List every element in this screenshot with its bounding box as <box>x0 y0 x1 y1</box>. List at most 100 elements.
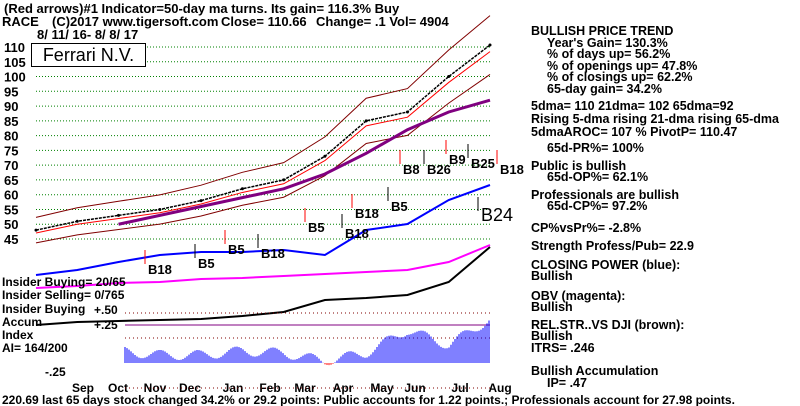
x-tick-label: May <box>370 381 394 395</box>
upper-band <box>35 15 491 218</box>
ip-value: IP= .47 <box>547 375 587 390</box>
y-tick-label: 50 <box>4 217 18 232</box>
signal-label: B18 <box>261 246 285 261</box>
dma-rising: Rising 5-dma rising 21-dma rising 65-dma <box>531 112 779 126</box>
cp-vs-pr: CP%vsPr%= -2.8% <box>531 220 642 235</box>
y-tick-label: 100 <box>4 70 26 85</box>
public-status: Public is bullish <box>531 158 627 173</box>
signal-label: B5 <box>228 242 245 257</box>
x-tick-label: Jul <box>451 381 468 395</box>
price-point <box>488 43 492 47</box>
price-point <box>447 75 451 79</box>
signal-label: B9 <box>449 152 466 167</box>
dma-values: 5dma= 110 21dma= 102 65dma=92 <box>531 99 734 113</box>
y-tick-label: 85 <box>4 114 18 129</box>
date-range: 8/ 11/ 16- 8/ 8/ 17 <box>37 27 139 42</box>
pr-65: 65d-PR%= 100% <box>547 141 644 155</box>
ma21-line <box>35 51 491 234</box>
signal-label: B18 <box>355 206 379 221</box>
signal-label: B24 <box>481 205 513 225</box>
company-name: Ferrari N.V. <box>31 43 146 67</box>
y-tick-label: 60 <box>4 188 18 203</box>
price-point <box>199 199 203 203</box>
y-tick-label: 95 <box>4 84 18 99</box>
trend-label: BULLISH PRICE TREND <box>531 24 674 38</box>
ticker: RACE <box>2 14 39 29</box>
y-tick-label: 110 <box>4 40 25 55</box>
accum-tick-50: +.50 <box>94 303 118 317</box>
x-tick-label: Aug <box>488 381 511 395</box>
signal-label: B18 <box>148 262 172 277</box>
signal-label: B5 <box>308 220 325 235</box>
price-point <box>158 207 162 211</box>
price-point <box>323 154 327 158</box>
signal-label: B18 <box>345 226 369 241</box>
y-tick-label: 45 <box>4 232 18 247</box>
strength: Strength Profess/Pub= 22.9 <box>531 239 694 253</box>
rel-str-title: REL.STR..VS DJI (brown): <box>531 317 685 332</box>
price-line <box>35 44 491 231</box>
accum-tick-minus25: -.25 <box>45 365 66 379</box>
x-tick-label: Oct <box>108 381 128 395</box>
index-label: Index <box>2 328 34 342</box>
aroc-pivot: 5dmaAROC= 107 % PivotP= 110.47 <box>531 125 738 139</box>
insider-selling: Insider Selling= 0/765 <box>2 288 125 302</box>
indicator-line: (Red arrows)#1 Indicator=50-day ma turns… <box>4 1 400 16</box>
price-point <box>75 219 79 223</box>
price-point <box>240 187 244 191</box>
openings-up: % of openings up= 47.8% <box>547 58 698 73</box>
signal-label: B18 <box>500 162 524 177</box>
stats-panel: BULLISH PRICE TREND Year's Gain= 130.3% … <box>531 24 779 390</box>
accum-label: Accum <box>2 315 43 329</box>
insider-buying: Insider Buying= 20/65 <box>2 275 126 289</box>
ma65-line <box>118 98 491 226</box>
x-tick-label: Nov <box>144 381 167 395</box>
price-point <box>34 228 38 232</box>
x-tick-label: Dec <box>179 381 201 395</box>
close-value: Close= 110.66 <box>221 14 307 29</box>
accum-tick-25: +.25 <box>94 318 118 332</box>
obv-value: Bullish <box>531 300 573 314</box>
rel-str-value: Bullish <box>531 329 573 343</box>
ai-value: AI= 164/200 <box>2 341 68 355</box>
y-tick-label: 65 <box>4 173 18 188</box>
accumulation-status: Bullish Accumulation <box>531 364 659 378</box>
gain-65: 65-day gain= 34.2% <box>547 81 662 96</box>
closing-power-value: Bullish <box>531 269 573 283</box>
y-tick-label: 80 <box>4 129 18 144</box>
insider-buying-2: Insider Buying <box>2 302 86 316</box>
y-tick-label: 55 <box>4 202 18 217</box>
signal-label: B5 <box>391 199 408 214</box>
price-point <box>364 119 368 123</box>
y-tick-label: 75 <box>4 143 18 158</box>
itrs: ITRS= .246 <box>531 340 595 355</box>
professionals-status: Professionals are bullish <box>531 187 679 202</box>
price-point <box>117 213 121 217</box>
signal-label: B8 <box>403 162 420 177</box>
closing-power-title: CLOSING POWER (blue): <box>531 257 681 272</box>
closings-up: % of closings up= 62.2% <box>547 70 693 84</box>
cp-65: 65d-CP%= 97.2% <box>547 199 648 213</box>
rel-strength-line <box>35 246 491 326</box>
op-65: 65d-OP%= 62.1% <box>547 170 649 184</box>
closing-power-line <box>35 184 491 276</box>
obv-line <box>35 244 491 289</box>
x-tick-label: Sep <box>72 381 94 395</box>
years-gain: Year's Gain= 130.3% <box>547 35 668 50</box>
y-tick-label: 70 <box>4 158 18 173</box>
y-tick-label: 90 <box>4 99 18 114</box>
signal-label: B25 <box>471 156 495 171</box>
x-tick-label: Jun <box>404 381 425 395</box>
price-point <box>282 178 286 182</box>
price-point <box>405 110 409 114</box>
copyright: (C)2017 www.tigersoft.com <box>52 14 219 29</box>
signal-label: B5 <box>198 256 215 271</box>
y-tick-label: 105 <box>4 55 26 70</box>
change-volume: Change= .1 Vol= 4904 <box>316 14 449 29</box>
footer-summary: 220.69 last 65 days stock changed 34.2% … <box>2 393 735 406</box>
signal-label: B26 <box>427 162 451 177</box>
x-tick-label: Apr <box>333 381 354 395</box>
lower-band <box>35 74 491 244</box>
